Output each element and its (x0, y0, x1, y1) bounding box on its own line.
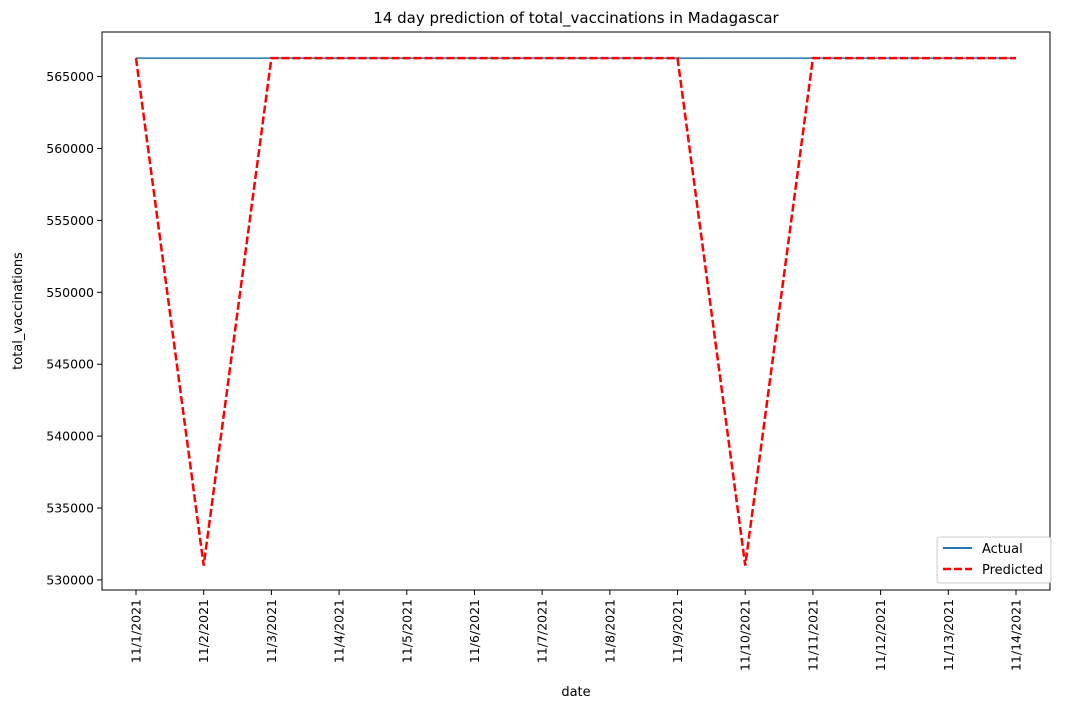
x-tick-label: 11/4/2021 (332, 599, 347, 663)
x-tick-label: 11/6/2021 (467, 599, 482, 663)
x-tick-label: 11/14/2021 (1009, 599, 1024, 671)
x-axis: 11/1/2021 11/2/2021 11/3/2021 11/4/2021 11/5… (129, 590, 1024, 671)
y-tick-label: 540000 (46, 429, 94, 444)
x-tick-label: 11/3/2021 (264, 599, 279, 663)
plot-frame (101, 31, 1051, 591)
legend-label-predicted: Predicted (982, 563, 1043, 578)
y-axis: 530000 535000 540000 545000 550000 555000 5600… (46, 69, 102, 587)
x-axis-label: date (561, 685, 590, 700)
x-tick-label: 11/8/2021 (602, 599, 617, 663)
x-tick-label: 11/2/2021 (196, 599, 211, 663)
x-tick-label: 11/11/2021 (805, 599, 820, 671)
plot-lines (134, 56, 1016, 566)
y-tick-label: 550000 (46, 285, 94, 300)
x-tick-label: 11/9/2021 (670, 599, 685, 663)
y-tick-label: 555000 (46, 213, 94, 228)
legend-label-actual: Actual (982, 542, 1023, 557)
x-tick-label: 11/1/2021 (129, 599, 144, 663)
legend: Actual Predicted (936, 536, 1052, 584)
series-line-predicted (134, 56, 1016, 566)
y-tick-label: 560000 (46, 141, 94, 156)
x-tick-label: 11/5/2021 (399, 599, 414, 663)
x-tick-label: 11/10/2021 (738, 599, 753, 671)
y-tick-label: 530000 (46, 572, 94, 587)
x-tick-label: 11/12/2021 (873, 599, 888, 671)
y-axis-label: total_vaccinations (11, 252, 26, 370)
x-tick-label: 11/13/2021 (941, 599, 956, 671)
y-tick-label: 565000 (46, 69, 94, 84)
y-tick-label: 545000 (46, 357, 94, 372)
chart-title: 14 day prediction of total_vaccinations … (373, 9, 779, 28)
y-tick-label: 535000 (46, 501, 94, 516)
x-tick-label: 11/7/2021 (535, 599, 550, 663)
